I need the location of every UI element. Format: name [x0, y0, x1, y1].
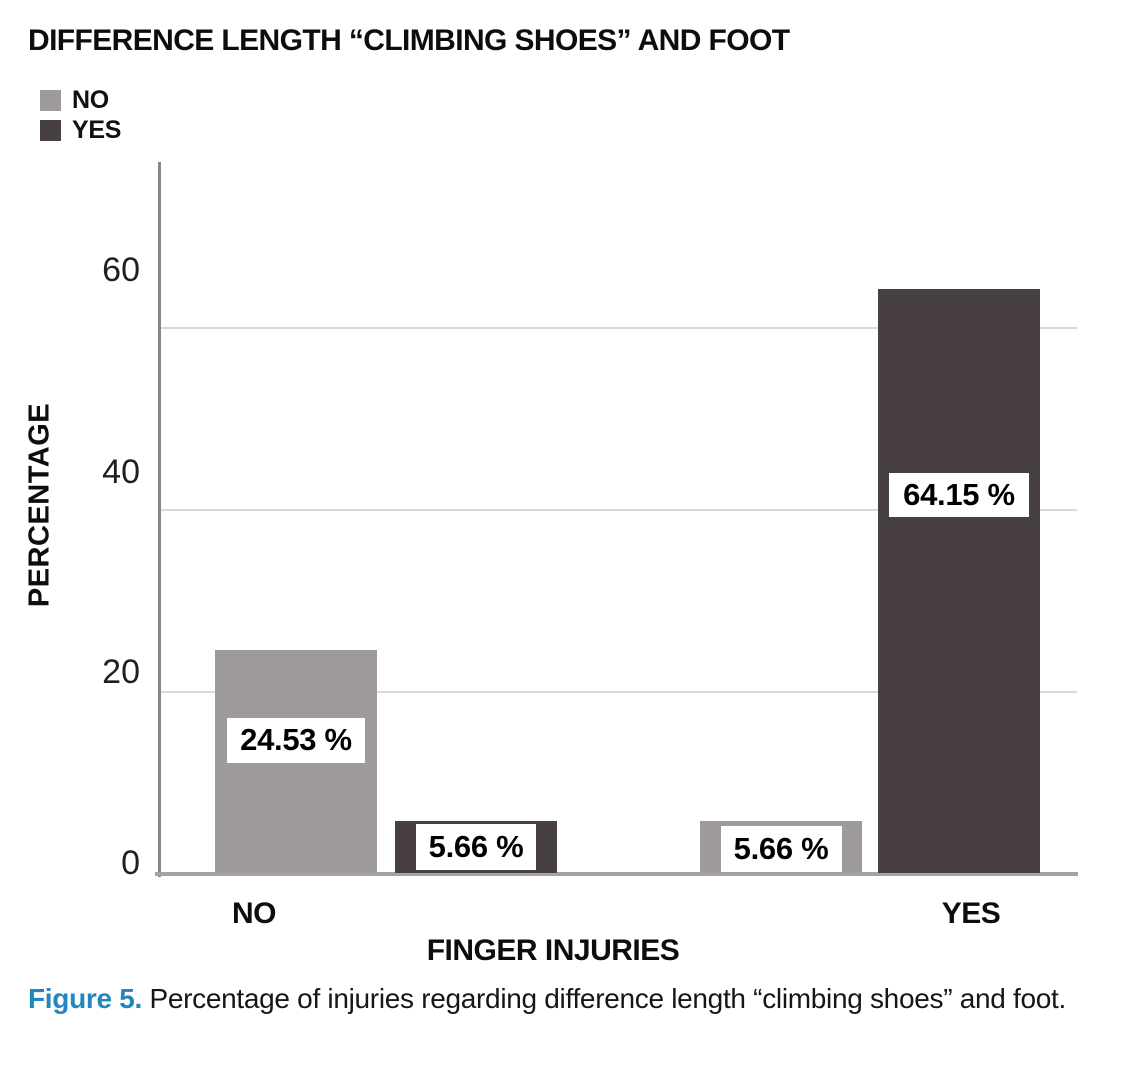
- legend-item-no: NO: [40, 85, 121, 115]
- bar-value-label: 24.53 %: [227, 717, 365, 763]
- legend-item-yes: YES: [40, 115, 121, 145]
- chart-title: DIFFERENCE LENGTH “CLIMBING SHOES” AND F…: [28, 24, 790, 57]
- y-axis-line: [158, 162, 161, 877]
- bar-value-label: 64.15 %: [889, 473, 1029, 517]
- bar-value-text: 24.53 %: [240, 722, 352, 757]
- bar-value-text: 64.15 %: [903, 477, 1015, 512]
- figure-caption: Figure 5. Percentage of injuries regardi…: [28, 976, 1108, 1021]
- gridline-20: [161, 690, 1077, 693]
- legend-label-yes: YES: [72, 115, 122, 144]
- bar-value-text: 5.66 %: [733, 831, 829, 866]
- bar-value-text: 5.66 %: [428, 829, 524, 864]
- bar-value-label: 5.66 %: [720, 826, 842, 872]
- bar-value-label: 5.66 %: [416, 824, 536, 870]
- legend-swatch-yes: [40, 119, 61, 141]
- x-axis-line: [155, 872, 1078, 876]
- legend-swatch-no: [40, 89, 61, 111]
- gridline-60: [161, 326, 1077, 329]
- legend-label-no: NO: [72, 85, 109, 114]
- gridline-40: [161, 508, 1077, 511]
- legend: NO YES: [40, 85, 121, 145]
- bar-yes-yes: [878, 289, 1040, 873]
- figure-caption-text: Percentage of injuries regarding differe…: [149, 983, 1066, 1014]
- figure-caption-lead: Figure 5.: [28, 983, 142, 1014]
- y-tick-label-40: 40: [102, 453, 140, 491]
- y-tick-label-20: 20: [102, 653, 140, 691]
- y-tick-label-60: 60: [102, 251, 140, 289]
- y-tick-label-0: 0: [121, 844, 140, 882]
